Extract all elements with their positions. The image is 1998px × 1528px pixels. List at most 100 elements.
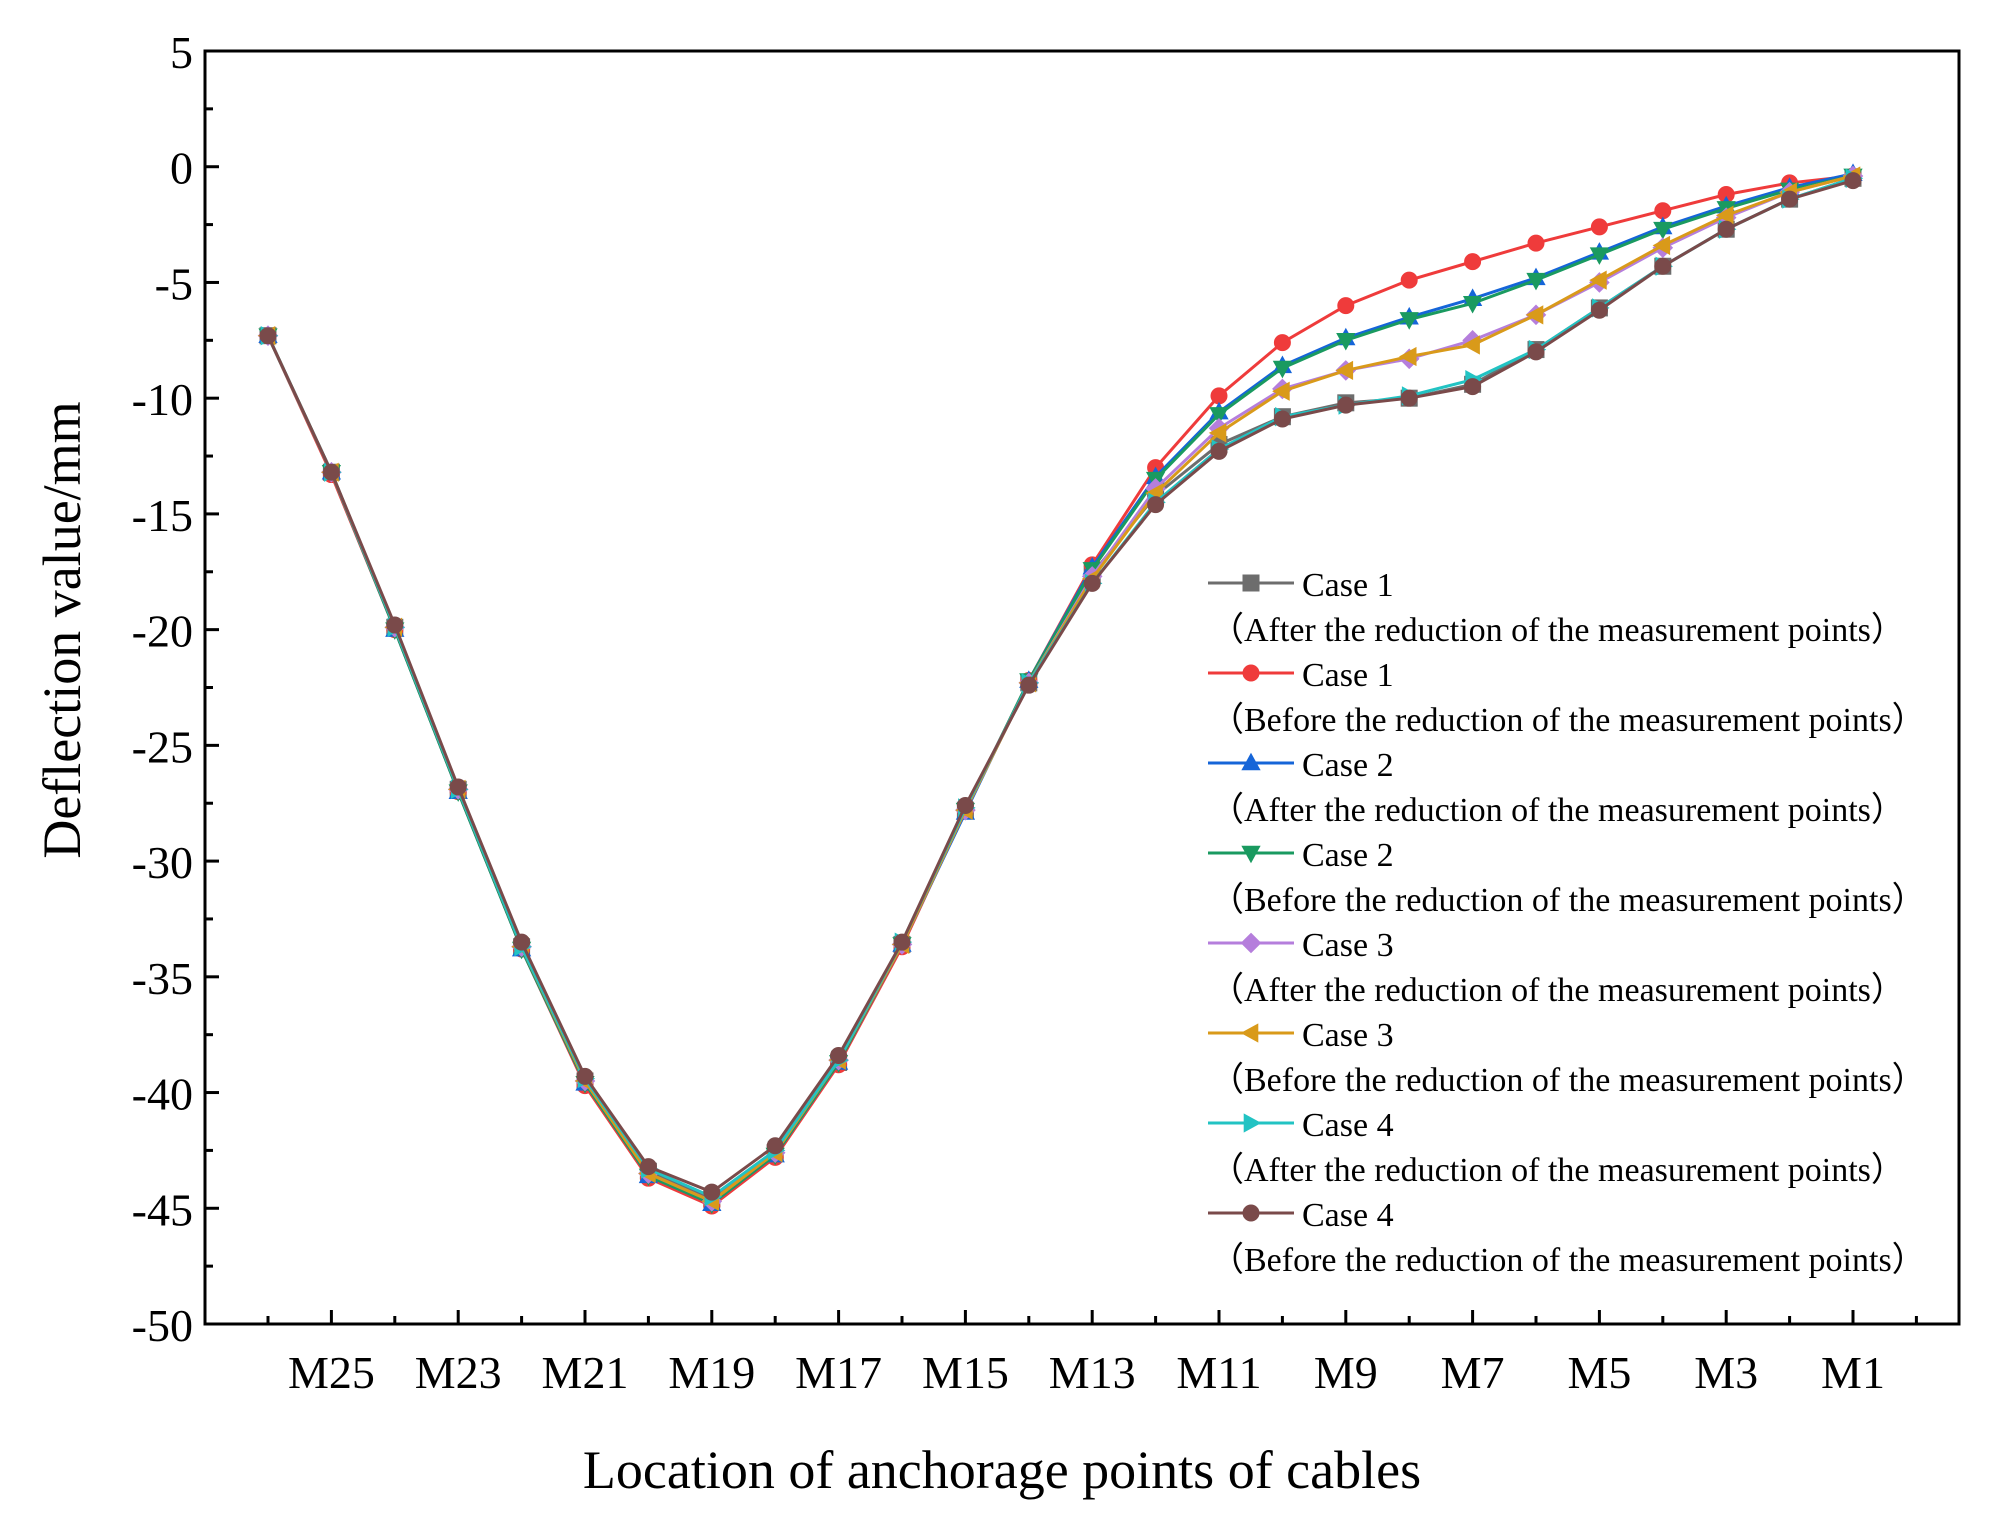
legend-marker bbox=[1242, 664, 1260, 682]
data-point bbox=[1590, 218, 1608, 236]
series-line bbox=[266, 174, 1854, 1208]
x-tick-label: M5 bbox=[1567, 1347, 1631, 1398]
x-tick-label: M19 bbox=[668, 1347, 755, 1398]
data-point bbox=[1589, 270, 1607, 290]
data-point bbox=[1589, 247, 1610, 265]
data-point bbox=[1273, 410, 1291, 428]
data-point bbox=[1717, 220, 1735, 238]
y-tick-label: -10 bbox=[132, 374, 193, 425]
y-tick-label: 5 bbox=[170, 27, 193, 78]
data-point bbox=[1147, 496, 1165, 514]
data-point bbox=[830, 1047, 848, 1065]
data-point bbox=[1272, 381, 1290, 401]
series-line bbox=[266, 176, 1854, 1199]
x-tick-label: M3 bbox=[1694, 1347, 1758, 1398]
data-point bbox=[893, 933, 911, 951]
data-point bbox=[259, 327, 277, 345]
legend-item: Case 2 （After the reduction of the measur… bbox=[1208, 747, 1905, 829]
legend-item: Case 4 （Before the reduction of the measu… bbox=[1208, 1197, 1926, 1279]
data-point bbox=[1652, 235, 1671, 256]
legend: Case 1 （After the reduction of the measur… bbox=[1208, 567, 1926, 1279]
y-tick-label: -20 bbox=[132, 606, 193, 657]
data-point bbox=[1273, 334, 1291, 352]
x-axis-label: Location of anchorage points of cables bbox=[583, 1440, 1421, 1500]
data-point bbox=[1526, 272, 1546, 291]
x-tick-label: M15 bbox=[922, 1347, 1009, 1398]
data-point bbox=[1653, 221, 1673, 240]
data-point bbox=[386, 616, 404, 634]
x-axis: M25 M23 M21 M19 M17 M15 M13 M11 M9 M7 M5 M3 M1 bbox=[266, 1310, 1918, 1398]
data-point bbox=[1399, 312, 1419, 330]
series-line bbox=[266, 174, 1854, 1204]
data-point bbox=[1527, 234, 1545, 252]
y-tick-label: 0 bbox=[170, 143, 193, 194]
legend-note: （Before the reduction of the measurement… bbox=[1210, 1241, 1926, 1279]
series-line bbox=[266, 174, 1854, 1206]
legend-note: （After the reduction of the measurement … bbox=[1210, 791, 1905, 829]
series-line bbox=[266, 174, 1854, 1204]
data-point bbox=[1335, 360, 1354, 381]
data-point bbox=[1462, 335, 1480, 355]
legend-item: Case 3 （After the reduction of the measur… bbox=[1208, 927, 1905, 1009]
y-axis: 5 0 -5 -10 -15 -20 -25 -30 -35 -40 -45 -50 bbox=[132, 27, 219, 1351]
series-line bbox=[266, 179, 1854, 1194]
legend-item: Case 2 （Before the reduction of the measu… bbox=[1208, 837, 1926, 919]
data-point bbox=[1654, 257, 1672, 275]
series-5 bbox=[257, 165, 1864, 1212]
legend-label: Case 4 bbox=[1302, 1107, 1394, 1144]
legend-item: Case 4 （After the reduction of the measur… bbox=[1208, 1107, 1905, 1189]
data-point bbox=[766, 1137, 784, 1155]
data-point bbox=[1337, 396, 1355, 414]
data-point bbox=[1590, 301, 1608, 319]
x-tick-label: M23 bbox=[415, 1347, 502, 1398]
x-tick-label: M25 bbox=[288, 1347, 375, 1398]
x-tick-label: M17 bbox=[795, 1347, 882, 1398]
y-tick-label: -30 bbox=[132, 837, 193, 888]
data-point bbox=[1083, 574, 1101, 592]
data-point bbox=[1336, 333, 1356, 351]
legend-note: （After the reduction of the measurement … bbox=[1210, 971, 1905, 1009]
legend-note: （Before the reduction of the measurement… bbox=[1210, 881, 1926, 919]
data-point bbox=[1525, 305, 1544, 325]
data-point bbox=[1210, 387, 1228, 405]
series-2 bbox=[259, 167, 1862, 1215]
data-point bbox=[1781, 190, 1799, 208]
data-point bbox=[1400, 389, 1418, 407]
y-tick-label: -35 bbox=[132, 953, 193, 1004]
legend-note: （Before the reduction of the measurement… bbox=[1210, 1061, 1926, 1099]
data-point bbox=[1462, 295, 1483, 314]
data-point bbox=[1398, 346, 1417, 367]
data-point bbox=[322, 463, 340, 481]
data-point bbox=[703, 1183, 721, 1201]
legend-note: （After the reduction of the measurement … bbox=[1210, 611, 1905, 649]
data-point bbox=[1654, 202, 1672, 220]
y-tick-label: -25 bbox=[132, 721, 193, 772]
y-tick-label: -50 bbox=[132, 1300, 193, 1351]
series-1 bbox=[259, 169, 1862, 1208]
y-tick-label: -15 bbox=[132, 490, 193, 541]
data-point bbox=[1209, 407, 1229, 425]
data-point bbox=[1400, 271, 1418, 289]
data-point bbox=[956, 797, 974, 815]
series-7 bbox=[260, 168, 1864, 1207]
data-point bbox=[513, 933, 531, 951]
series-group bbox=[257, 163, 1864, 1215]
legend-marker bbox=[1241, 845, 1261, 864]
series-4 bbox=[258, 168, 1863, 1214]
y-tick-label: -45 bbox=[132, 1184, 193, 1235]
x-tick-label: M21 bbox=[542, 1347, 629, 1398]
data-point bbox=[1020, 676, 1038, 694]
legend-item: Case 3 （Before the reduction of the measu… bbox=[1208, 1017, 1926, 1099]
legend-marker bbox=[1242, 1204, 1260, 1222]
data-point bbox=[1210, 442, 1228, 460]
legend-label: Case 3 bbox=[1302, 1017, 1394, 1054]
legend-label: Case 1 bbox=[1302, 657, 1394, 694]
data-point bbox=[576, 1067, 594, 1085]
legend-label: Case 3 bbox=[1302, 927, 1394, 964]
legend-label: Case 4 bbox=[1302, 1197, 1394, 1234]
legend-note: （Before the reduction of the measurement… bbox=[1210, 701, 1926, 739]
legend-label: Case 2 bbox=[1302, 837, 1394, 874]
data-point bbox=[1272, 360, 1293, 379]
legend-marker bbox=[1240, 932, 1262, 954]
